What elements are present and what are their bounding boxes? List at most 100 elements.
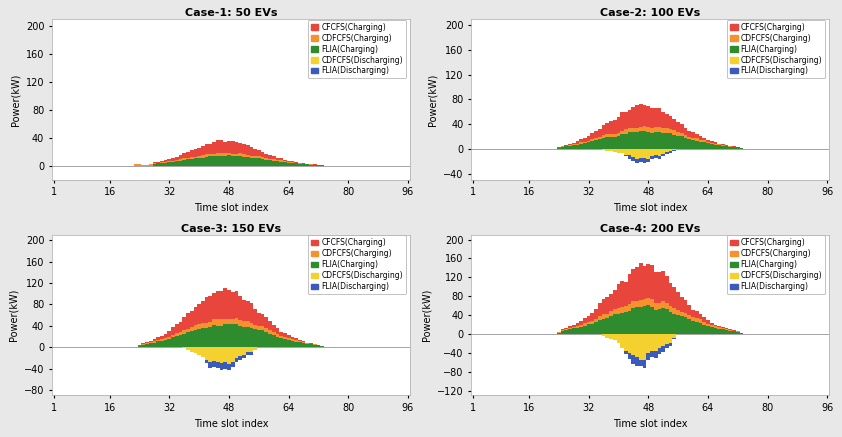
Bar: [613, 291, 616, 309]
Bar: [163, 338, 168, 340]
Bar: [736, 147, 739, 149]
Bar: [725, 146, 728, 149]
Bar: [238, 356, 242, 360]
Bar: [710, 323, 713, 325]
Bar: [635, 149, 639, 160]
Bar: [583, 323, 587, 326]
Bar: [624, 129, 628, 134]
Bar: [238, 143, 242, 153]
Bar: [639, 263, 642, 300]
Bar: [725, 329, 728, 330]
Bar: [238, 320, 242, 326]
Bar: [242, 321, 246, 327]
Bar: [298, 342, 301, 347]
Bar: [317, 165, 320, 166]
Bar: [669, 334, 673, 343]
Bar: [635, 160, 639, 163]
Bar: [283, 333, 287, 337]
Bar: [220, 363, 223, 370]
Bar: [568, 326, 572, 328]
Bar: [290, 161, 294, 162]
Bar: [680, 136, 684, 149]
Bar: [658, 309, 661, 334]
Bar: [721, 145, 725, 146]
Bar: [628, 149, 632, 156]
Bar: [632, 107, 635, 128]
Bar: [691, 309, 695, 317]
Bar: [673, 287, 676, 308]
Bar: [733, 330, 736, 331]
Legend: CFCFS(Charging), CDFCFS(Charging), FLIA(Charging), CDFCFS(Discharging), FLIA(Dis: CFCFS(Charging), CDFCFS(Charging), FLIA(…: [727, 20, 825, 79]
Bar: [242, 300, 246, 321]
Bar: [231, 361, 235, 367]
Bar: [209, 154, 212, 156]
Bar: [268, 334, 272, 347]
X-axis label: Time slot index: Time slot index: [194, 419, 268, 429]
Bar: [669, 116, 673, 129]
Y-axis label: Power(kW): Power(kW): [10, 73, 20, 125]
Bar: [639, 127, 642, 131]
Bar: [231, 324, 235, 347]
Bar: [632, 302, 635, 308]
Bar: [152, 343, 157, 347]
Bar: [658, 302, 661, 309]
Bar: [673, 308, 676, 314]
Bar: [605, 149, 609, 151]
Bar: [650, 351, 654, 357]
Bar: [175, 333, 179, 336]
Bar: [301, 342, 306, 343]
Bar: [189, 150, 194, 157]
Bar: [583, 318, 587, 323]
Bar: [583, 142, 587, 143]
Bar: [661, 346, 665, 352]
Bar: [205, 323, 209, 328]
Bar: [684, 317, 687, 334]
Bar: [194, 156, 197, 158]
Bar: [568, 145, 572, 146]
Bar: [665, 303, 669, 309]
Bar: [713, 328, 717, 334]
Bar: [197, 156, 201, 158]
Bar: [152, 341, 157, 343]
Bar: [246, 145, 249, 155]
Bar: [699, 319, 702, 323]
Bar: [624, 312, 628, 334]
Bar: [598, 303, 602, 316]
Bar: [621, 135, 624, 149]
Bar: [242, 154, 246, 156]
Bar: [246, 352, 249, 355]
Bar: [216, 319, 220, 326]
Bar: [171, 327, 175, 335]
Bar: [699, 136, 702, 140]
Bar: [137, 346, 141, 347]
Bar: [702, 322, 706, 325]
Bar: [661, 128, 665, 133]
Bar: [235, 291, 238, 318]
Bar: [639, 300, 642, 307]
Bar: [632, 157, 635, 161]
Bar: [695, 318, 699, 322]
Bar: [171, 337, 175, 347]
Bar: [179, 155, 183, 159]
Bar: [635, 301, 639, 307]
Bar: [658, 348, 661, 354]
Bar: [223, 156, 227, 166]
Bar: [149, 341, 152, 343]
X-axis label: Time slot index: Time slot index: [613, 419, 687, 429]
Bar: [598, 139, 602, 149]
Bar: [212, 319, 216, 325]
Bar: [658, 127, 661, 132]
Bar: [579, 325, 583, 327]
Bar: [628, 353, 632, 359]
Bar: [561, 329, 564, 330]
Bar: [572, 328, 576, 334]
Legend: CFCFS(Charging), CDFCFS(Charging), FLIA(Charging), CDFCFS(Discharging), FLIA(Dis: CFCFS(Charging), CDFCFS(Charging), FLIA(…: [307, 20, 406, 79]
Bar: [301, 343, 306, 347]
Bar: [647, 149, 650, 159]
Bar: [246, 155, 249, 157]
Bar: [605, 319, 609, 334]
Bar: [160, 339, 163, 340]
Bar: [713, 145, 717, 149]
Bar: [687, 319, 691, 334]
Bar: [231, 347, 235, 361]
